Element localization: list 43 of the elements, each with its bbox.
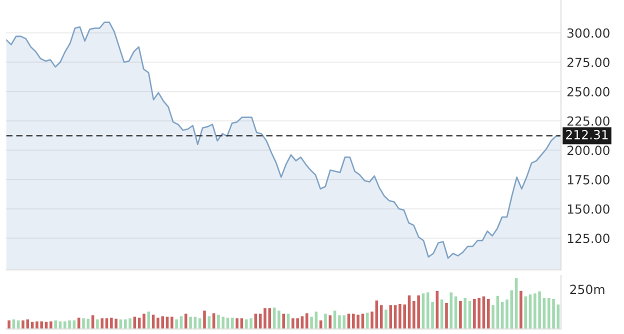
text: 250m xyxy=(570,284,604,294)
bar xyxy=(236,318,238,329)
bar xyxy=(524,296,528,329)
y-tick-label: 225.00 xyxy=(567,116,610,126)
bar xyxy=(100,318,104,329)
bar xyxy=(305,313,308,329)
bar xyxy=(184,314,188,329)
bar xyxy=(310,316,313,329)
bar xyxy=(450,292,453,329)
y-tick-label: 150.00 xyxy=(568,204,610,214)
y-tick-label: 300.00 xyxy=(567,28,610,38)
y-tick-label: 175.00 xyxy=(568,174,610,184)
bar xyxy=(22,320,24,329)
y-tick-label: 200.00 xyxy=(567,146,610,156)
bar xyxy=(54,320,57,329)
bar xyxy=(464,298,467,329)
bar xyxy=(278,310,280,329)
bar xyxy=(50,321,52,329)
bar xyxy=(142,314,146,329)
bar xyxy=(189,316,192,329)
bar xyxy=(520,290,522,329)
bar xyxy=(389,305,392,329)
bar xyxy=(486,298,490,329)
ref-line-label: 212.31 xyxy=(566,130,608,140)
bar xyxy=(445,303,448,329)
y-tick-label: 275.00 xyxy=(567,58,610,68)
bar xyxy=(370,312,374,329)
bar xyxy=(175,319,178,329)
bar xyxy=(96,319,99,329)
y-tick-label: 125.00 xyxy=(568,234,610,244)
bar xyxy=(203,310,206,329)
bar xyxy=(459,301,462,329)
bar xyxy=(264,308,266,329)
bar xyxy=(492,305,494,329)
bar xyxy=(8,320,10,329)
bar xyxy=(82,318,85,329)
bar xyxy=(366,312,369,329)
bar xyxy=(384,310,388,329)
bar xyxy=(282,314,286,329)
bar xyxy=(170,316,174,329)
bar xyxy=(231,318,234,329)
y-tick-label: 250.00 xyxy=(567,86,610,96)
bar xyxy=(324,314,327,329)
